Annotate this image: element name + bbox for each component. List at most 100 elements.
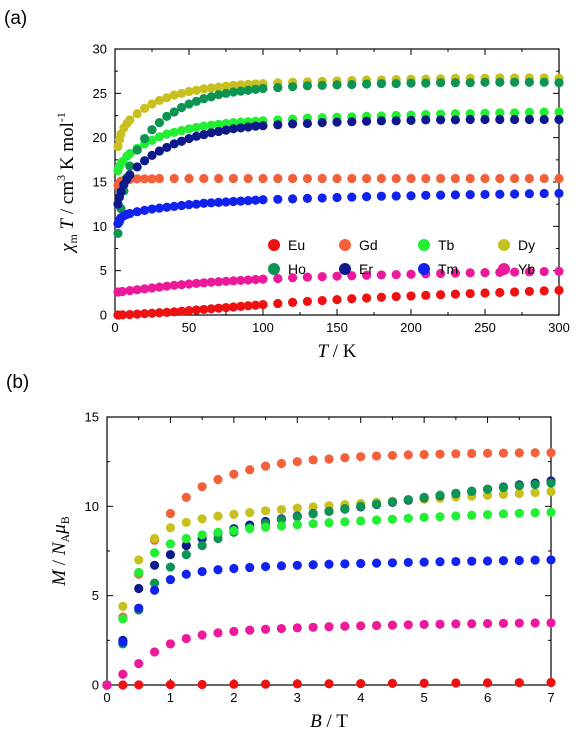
data-point-Gd xyxy=(184,173,194,184)
data-point-Er xyxy=(181,541,191,551)
data-point-Tb xyxy=(125,149,135,159)
data-point-Er xyxy=(236,123,246,133)
data-point-Gd xyxy=(371,451,382,461)
data-point-Yb xyxy=(347,271,357,281)
data-point-Yb xyxy=(419,619,429,630)
data-point-Er xyxy=(391,116,401,126)
data-point-Yb xyxy=(214,277,224,287)
data-point-Tb xyxy=(260,522,271,532)
data-point-Yb xyxy=(308,622,318,632)
data-point-Tb xyxy=(134,567,144,578)
legend-marker-Yb xyxy=(498,263,510,275)
data-point-Gd xyxy=(524,173,535,184)
data-point-Dy xyxy=(165,523,176,533)
legend-label-Dy: Dy xyxy=(518,237,535,253)
data-point-Ho xyxy=(308,509,318,519)
data-point-Yb xyxy=(197,630,207,640)
data-point-Ho xyxy=(539,77,549,87)
data-point-Tm xyxy=(317,193,327,203)
data-point-Yb xyxy=(149,647,160,657)
data-point-Tb xyxy=(371,515,382,525)
data-point-Tm xyxy=(273,194,283,204)
data-point-Tm xyxy=(206,198,216,208)
data-point-Tm xyxy=(324,559,334,569)
data-point-Eu xyxy=(292,679,302,689)
data-point-Ho xyxy=(371,499,382,509)
data-point-Er xyxy=(288,119,298,129)
data-point-Ho xyxy=(450,78,460,88)
data-point-Tm xyxy=(524,189,535,199)
data-point-Yb xyxy=(451,619,461,629)
data-point-Ho xyxy=(162,111,172,121)
data-point-Gd xyxy=(480,173,490,184)
data-point-Gd xyxy=(376,173,386,184)
data-point-Ho xyxy=(356,501,366,511)
data-point-Ho xyxy=(403,494,413,505)
data-point-Ho xyxy=(273,82,283,93)
data-point-Gd xyxy=(147,174,157,184)
data-point-Eu xyxy=(288,297,298,308)
data-point-Tm xyxy=(451,556,461,567)
data-point-Dy xyxy=(245,507,255,518)
data-point-Eu xyxy=(140,309,150,319)
data-point-Yb xyxy=(276,623,287,634)
data-point-Ho xyxy=(324,506,334,516)
data-point-Gd xyxy=(292,457,302,467)
data-point-Yb xyxy=(362,270,372,280)
data-point-Ho xyxy=(169,107,179,117)
data-point-Tm xyxy=(371,558,382,568)
data-point-Eu xyxy=(162,307,172,317)
data-point-Eu xyxy=(251,300,261,310)
data-point-Tm xyxy=(251,195,261,205)
data-point-Tm xyxy=(177,200,187,211)
x-tick-label-a: 150 xyxy=(326,320,348,335)
y-tick-label-b: 0 xyxy=(92,678,99,693)
data-point-Eu xyxy=(436,290,446,300)
data-point-Tm xyxy=(245,562,255,573)
chart-panel-b: 0 1 2 3 4 5 6 7 0 5 10 15 B / T M / NAμB xyxy=(49,410,556,732)
data-point-Yb xyxy=(169,280,179,290)
data-point-Yb xyxy=(514,618,524,628)
data-point-Tm xyxy=(480,189,490,200)
data-point-Tb xyxy=(419,512,429,523)
data-point-Tm xyxy=(132,207,142,217)
data-point-Ho xyxy=(154,117,164,128)
data-point-Tm xyxy=(509,189,520,199)
data-point-Eu xyxy=(214,303,224,313)
data-point-Tm xyxy=(332,192,342,203)
data-point-Tb xyxy=(340,517,350,527)
data-point-Tm xyxy=(450,190,460,200)
x-tick-label-a: 50 xyxy=(182,320,196,335)
data-point-Gd xyxy=(258,173,268,184)
data-point-Tm xyxy=(165,574,176,585)
data-point-Tm xyxy=(387,558,398,568)
x-axis-title-b: B / T xyxy=(310,711,348,732)
data-point-Er xyxy=(539,114,549,125)
data-point-Dy xyxy=(308,502,318,512)
data-point-Eu xyxy=(376,292,386,302)
data-point-Gd xyxy=(154,173,164,184)
series-b-Gd xyxy=(102,448,556,690)
data-point-Tm xyxy=(162,202,172,212)
data-point-Gd xyxy=(421,173,431,184)
data-point-Er xyxy=(450,115,460,125)
data-point-Tm xyxy=(391,191,401,201)
legend-label-Tb: Tb xyxy=(438,237,455,253)
data-point-Ho xyxy=(435,490,445,500)
data-point-Dy xyxy=(498,489,509,499)
y-tick-label-a: 30 xyxy=(93,42,107,57)
data-point-Ho xyxy=(181,549,191,560)
data-point-Ho xyxy=(140,133,150,144)
x-tick-label-b: 1 xyxy=(167,690,174,705)
data-point-Gd xyxy=(140,174,150,184)
x-tick-label-b: 0 xyxy=(103,690,110,705)
data-point-Dy xyxy=(530,487,540,498)
data-point-Eu xyxy=(387,678,398,688)
data-point-Ho xyxy=(236,86,246,96)
data-point-Eu xyxy=(480,288,490,298)
data-point-Yb xyxy=(387,620,398,630)
data-point-Gd xyxy=(245,465,255,475)
data-point-Tm xyxy=(243,196,253,206)
data-point-Tb xyxy=(147,135,157,145)
data-point-Eu xyxy=(514,678,524,688)
